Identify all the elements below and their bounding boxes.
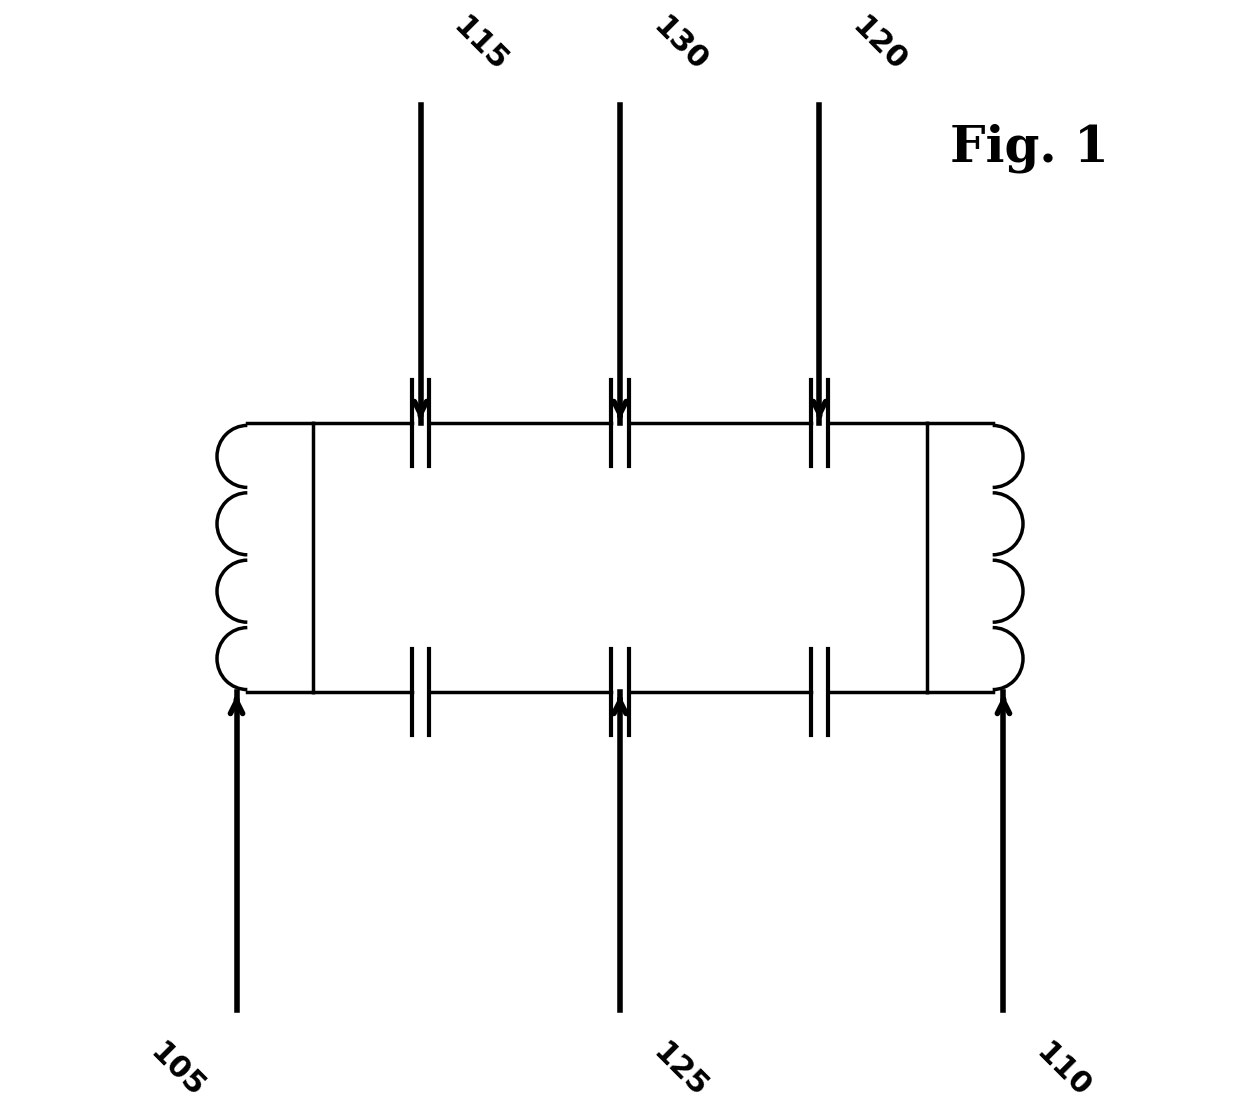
- Text: Fig. 1: Fig. 1: [950, 123, 1110, 173]
- Text: 120: 120: [847, 12, 911, 78]
- Text: 125: 125: [647, 1037, 713, 1103]
- Text: 105: 105: [144, 1037, 210, 1103]
- Text: 130: 130: [647, 12, 713, 78]
- Text: 110: 110: [1030, 1037, 1096, 1103]
- Text: 115: 115: [448, 12, 513, 78]
